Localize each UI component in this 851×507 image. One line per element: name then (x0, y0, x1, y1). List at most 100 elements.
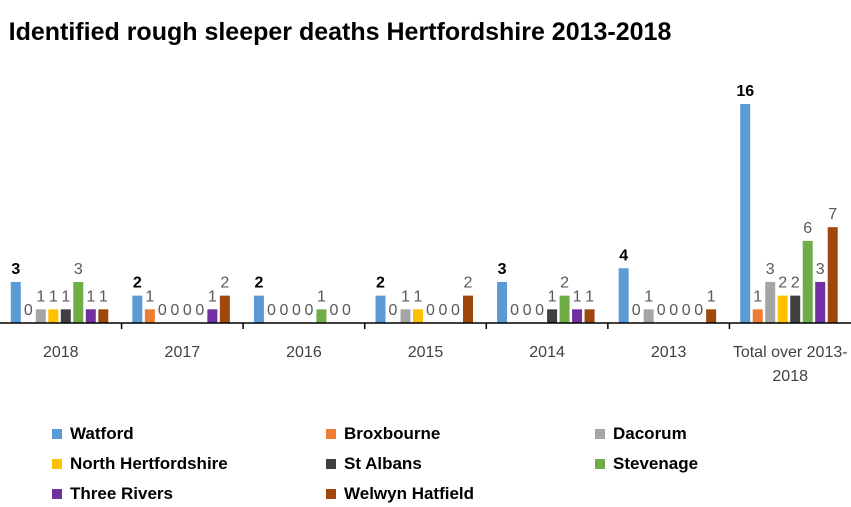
data-label: 0 (24, 302, 33, 319)
data-label: 1 (707, 288, 716, 305)
data-label: 2 (464, 275, 473, 292)
data-label: 4 (619, 247, 628, 264)
x-tick-label: 2015 (407, 344, 444, 361)
chart-title: Identified rough sleeper deaths Hertford… (8, 18, 672, 46)
bar (144, 309, 155, 323)
data-label: 1 (49, 288, 58, 305)
data-label: 0 (329, 302, 338, 319)
bar (740, 104, 751, 323)
bar (572, 309, 583, 323)
legend-label: Stevenage (613, 454, 699, 473)
data-label: 0 (682, 302, 691, 319)
data-label: 0 (426, 302, 435, 319)
legend-label: Welwyn Hatfield (344, 484, 475, 503)
bar (219, 295, 230, 323)
legend-label: North Hertfordshire (70, 454, 228, 473)
bar (48, 309, 59, 323)
x-tick-label: 2013 (650, 344, 687, 361)
data-label: 0 (389, 302, 398, 319)
data-label: 0 (657, 302, 666, 319)
data-label: 0 (510, 302, 519, 319)
legend-item: Three Rivers (52, 484, 173, 504)
data-label: 0 (535, 302, 544, 319)
data-label: 0 (304, 302, 313, 319)
data-label: 0 (279, 302, 288, 319)
data-label: 1 (573, 288, 582, 305)
legend-label: Watford (70, 424, 134, 443)
data-label: 3 (766, 261, 775, 278)
legend-label: Dacorum (613, 424, 687, 443)
bar (618, 268, 629, 323)
legend-swatch (595, 459, 605, 469)
data-label: 2 (560, 275, 569, 292)
x-tick-label: 2017 (164, 344, 201, 361)
bar (98, 309, 109, 323)
data-label: 0 (451, 302, 460, 319)
legend-swatch (52, 459, 62, 469)
data-label: 1 (753, 288, 762, 305)
data-label: 1 (208, 288, 217, 305)
data-label: 0 (632, 302, 641, 319)
bar (73, 281, 84, 323)
data-label: 0 (195, 302, 204, 319)
bar (207, 309, 218, 323)
data-label: 1 (548, 288, 557, 305)
legend-item: Broxbourne (326, 424, 440, 444)
data-label: 2 (778, 275, 787, 292)
data-label: 0 (342, 302, 351, 319)
bar (827, 227, 838, 323)
data-label: 0 (158, 302, 167, 319)
data-label: 2 (254, 275, 263, 292)
bar (413, 309, 423, 323)
data-label: 1 (36, 288, 45, 305)
data-label: 0 (669, 302, 678, 319)
data-label: 2 (791, 275, 800, 292)
data-label: 0 (694, 302, 703, 319)
bar (559, 295, 570, 323)
legend-item: Stevenage (595, 454, 698, 474)
legend-item: Welwyn Hatfield (326, 484, 474, 504)
data-label: 2 (376, 275, 385, 292)
x-tick-label: 2016 (286, 344, 322, 361)
legend-label: Three Rivers (70, 484, 173, 503)
legend-item: Watford (52, 424, 134, 444)
legend-item: St Albans (326, 454, 422, 474)
data-label: 0 (523, 302, 532, 319)
data-label: 1 (401, 288, 410, 305)
data-label: 3 (498, 261, 507, 278)
data-label: 2 (133, 275, 142, 292)
data-label: 7 (828, 206, 837, 223)
data-label: 1 (317, 288, 326, 305)
bar (790, 295, 801, 323)
bar (547, 309, 558, 323)
x-tick-label: 2018 (42, 344, 79, 361)
data-label: 1 (86, 288, 95, 305)
x-tick-label: 2014 (529, 344, 565, 361)
bar (463, 295, 473, 323)
data-label: 1 (99, 288, 108, 305)
legend-item: Dacorum (595, 424, 687, 444)
data-label: 0 (267, 302, 276, 319)
data-label: 0 (183, 302, 192, 319)
legend-swatch (326, 459, 336, 469)
data-label: 3 (74, 261, 83, 278)
legend-swatch (52, 429, 62, 439)
bar (777, 295, 788, 323)
legend-swatch (326, 429, 336, 439)
data-label: 1 (414, 288, 423, 305)
legend-item: North Hertfordshire (52, 454, 228, 474)
bar (706, 309, 717, 323)
x-tick-label: Total over 2013-2018 (732, 344, 848, 385)
data-label: 0 (292, 302, 301, 319)
data-label: 0 (170, 302, 179, 319)
data-label: 2 (220, 275, 229, 292)
bar (400, 309, 411, 323)
data-label: 3 (11, 261, 20, 278)
bar (497, 281, 508, 323)
bar (10, 281, 21, 323)
data-label: 6 (803, 220, 812, 237)
data-label: 3 (816, 261, 825, 278)
bar (316, 309, 327, 323)
